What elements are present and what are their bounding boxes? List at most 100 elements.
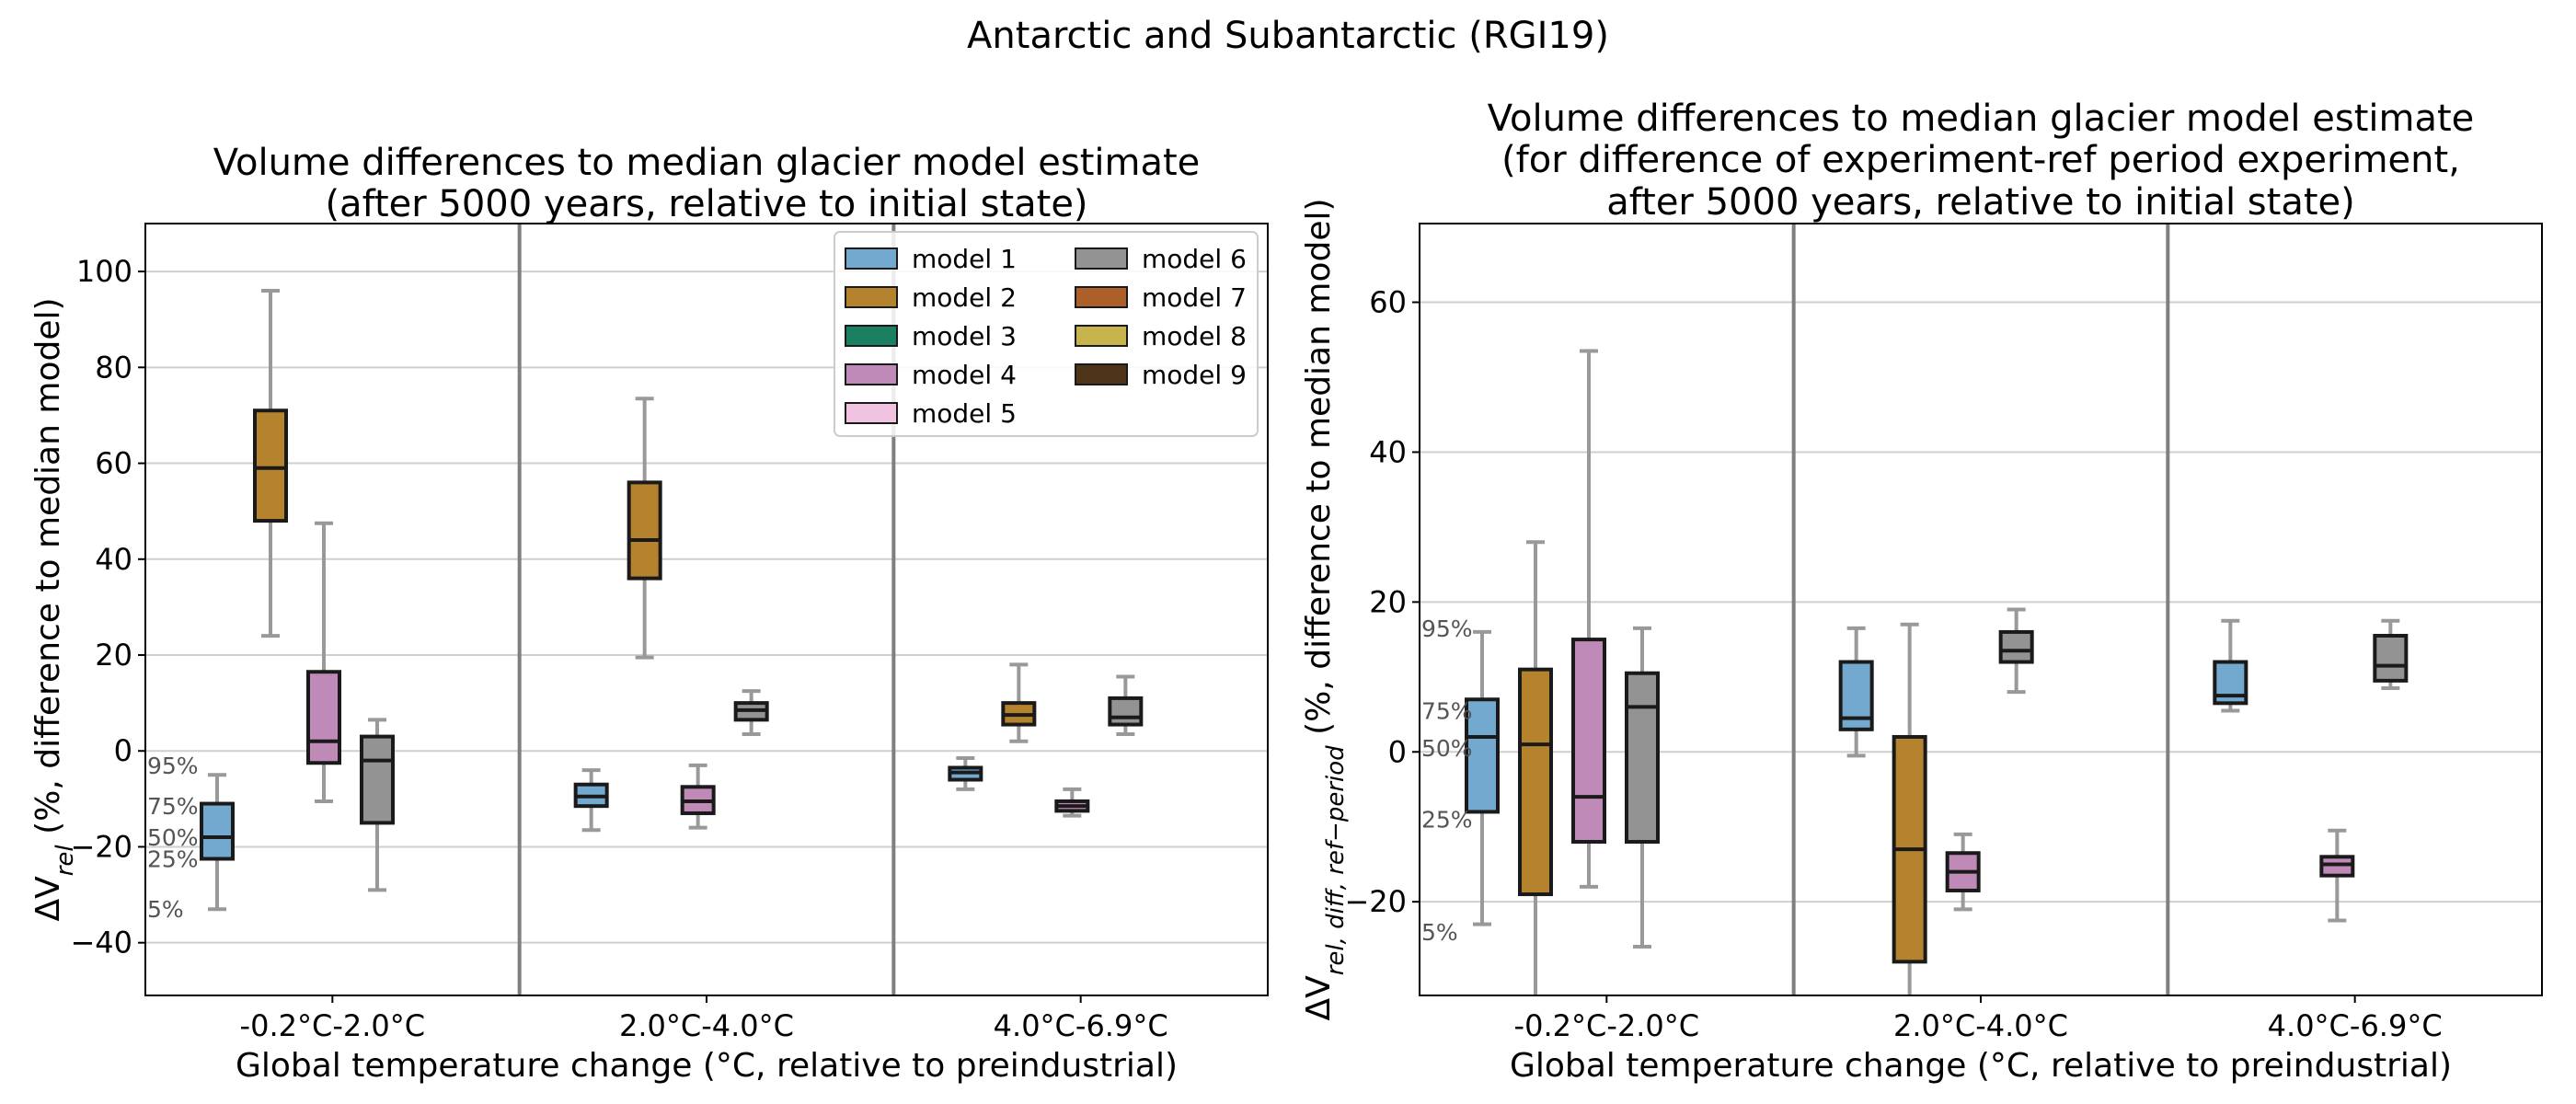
legend-label: model 3 — [912, 321, 1017, 351]
y-tick-label: 0 — [1388, 734, 1407, 769]
box-model-6 — [1108, 674, 1144, 736]
panel-title-line: Volume differences to median glacier mod… — [1488, 98, 2475, 140]
legend-swatch — [845, 247, 898, 270]
box-iqr — [360, 734, 395, 825]
y-tick-label: 20 — [95, 638, 132, 673]
box-group — [1465, 349, 2409, 995]
box-model-4 — [680, 763, 716, 830]
legend-swatch — [845, 363, 898, 385]
y-tick-label: 20 — [1369, 584, 1407, 619]
y-tick-label: −20 — [70, 829, 132, 864]
box-model-2 — [1518, 540, 1553, 995]
box-iqr — [1465, 697, 1500, 814]
box-iqr — [1518, 667, 1553, 897]
panel-title-line: (after 5000 years, relative to initial s… — [325, 183, 1087, 225]
legend-swatch — [1075, 363, 1128, 385]
percentile-label: 75% — [1421, 697, 1473, 724]
box-model-6 — [2373, 618, 2409, 691]
y-axis-label: ΔVrel (%, difference to median model) — [29, 297, 79, 921]
box-iqr — [2319, 855, 2355, 878]
box-model-1 — [200, 773, 235, 912]
legend-swatch — [1075, 247, 1128, 270]
box-iqr — [253, 408, 288, 523]
x-tick-label: 4.0°C-6.9°C — [994, 1008, 1168, 1043]
legend-label: model 8 — [1142, 321, 1247, 351]
box-iqr — [1571, 638, 1606, 845]
box-model-1 — [2213, 618, 2248, 713]
box-model-1 — [573, 768, 609, 833]
y-axis-label: ΔVrel, diff, ref−period (%, difference t… — [1300, 198, 1350, 1020]
legend-frame — [834, 231, 1259, 437]
legend-label: model 2 — [912, 282, 1017, 313]
y-tick-label: −20 — [1344, 884, 1407, 919]
box-iqr — [627, 480, 662, 581]
percentile-label: 50% — [1421, 735, 1473, 762]
box-model-2 — [627, 397, 662, 660]
box-model-1 — [1838, 626, 1874, 758]
plot-frame — [144, 223, 1269, 996]
box-iqr — [1108, 696, 1144, 727]
box-model-4 — [1945, 832, 1981, 912]
plot-frame — [1419, 223, 2543, 996]
y-tick-label: 100 — [76, 254, 132, 289]
x-tick-label: 4.0°C-6.9°C — [2268, 1008, 2443, 1043]
box-model-6 — [1998, 607, 2034, 695]
box-iqr — [306, 670, 341, 765]
x-tick-label: 2.0°C-4.0°C — [1893, 1008, 2068, 1043]
legend-swatch — [1075, 325, 1128, 347]
box-model-2 — [253, 288, 288, 638]
box-model-6 — [733, 689, 769, 736]
box-iqr — [1998, 629, 2034, 664]
left-chart-panel: Volume differences to median glacier mod… — [29, 142, 1269, 1085]
legend-label: model 6 — [1142, 244, 1247, 274]
box-model-6 — [360, 718, 395, 892]
percentile-label: 5% — [1421, 919, 1458, 946]
percentile-label: 95% — [1421, 615, 1473, 642]
box-model-2 — [1001, 662, 1037, 743]
x-tick-label: -0.2°C-2.0°C — [240, 1008, 426, 1043]
x-tick-label: 2.0°C-4.0°C — [619, 1008, 794, 1043]
legend-swatch — [845, 402, 898, 424]
x-tick-label: -0.2°C-2.0°C — [1514, 1008, 1700, 1043]
percentile-label: 95% — [147, 753, 199, 779]
y-tick-label: 60 — [1369, 285, 1407, 320]
box-model-4 — [1054, 787, 1090, 818]
y-tick-label: 60 — [95, 446, 132, 481]
right-chart-panel: Volume differences to median glacier mod… — [1300, 98, 2543, 1085]
legend-label: model 1 — [912, 244, 1017, 274]
panel-title-line: (for difference of experiment-ref period… — [1501, 139, 2460, 181]
box-group — [200, 288, 1144, 912]
box-model-4 — [2319, 828, 2355, 923]
percentile-label: 75% — [147, 793, 199, 820]
x-axis-label: Global temperature change (°C, relative … — [1510, 1047, 2452, 1085]
figure-title: Antarctic and Subantarctic (RGI19) — [967, 15, 1609, 57]
legend-swatch — [845, 286, 898, 308]
legend-label: model 7 — [1142, 282, 1247, 313]
legend-label: model 9 — [1142, 360, 1247, 390]
box-iqr — [1625, 671, 1660, 845]
panel-title-line: Volume differences to median glacier mod… — [213, 142, 1201, 184]
box-model-4 — [306, 521, 341, 803]
legend-swatch — [845, 325, 898, 347]
box-model-1 — [948, 756, 983, 791]
box-iqr — [200, 801, 235, 861]
legend-swatch — [1075, 286, 1128, 308]
x-axis-label: Global temperature change (°C, relative … — [236, 1047, 1178, 1085]
y-tick-label: 0 — [114, 733, 132, 768]
y-tick-label: 40 — [1369, 434, 1407, 469]
y-tick-label: 40 — [95, 542, 132, 577]
legend-label: model 4 — [912, 360, 1017, 390]
percentile-label: 25% — [1421, 807, 1473, 834]
legend: model 1 model 2 model 3 model 4 model 5 model… — [834, 231, 1259, 437]
box-model-6 — [1625, 626, 1660, 949]
box-iqr — [2373, 634, 2409, 683]
box-model-2 — [1892, 622, 1927, 995]
y-tick-label: 80 — [95, 350, 132, 385]
box-model-4 — [1571, 349, 1606, 889]
panel-title-line: after 5000 years, relative to initial st… — [1606, 181, 2354, 224]
y-tick-label: −40 — [70, 926, 132, 960]
legend-label: model 5 — [912, 398, 1017, 429]
percentile-label: 5% — [147, 896, 184, 923]
box-model-1 — [1465, 629, 1500, 926]
